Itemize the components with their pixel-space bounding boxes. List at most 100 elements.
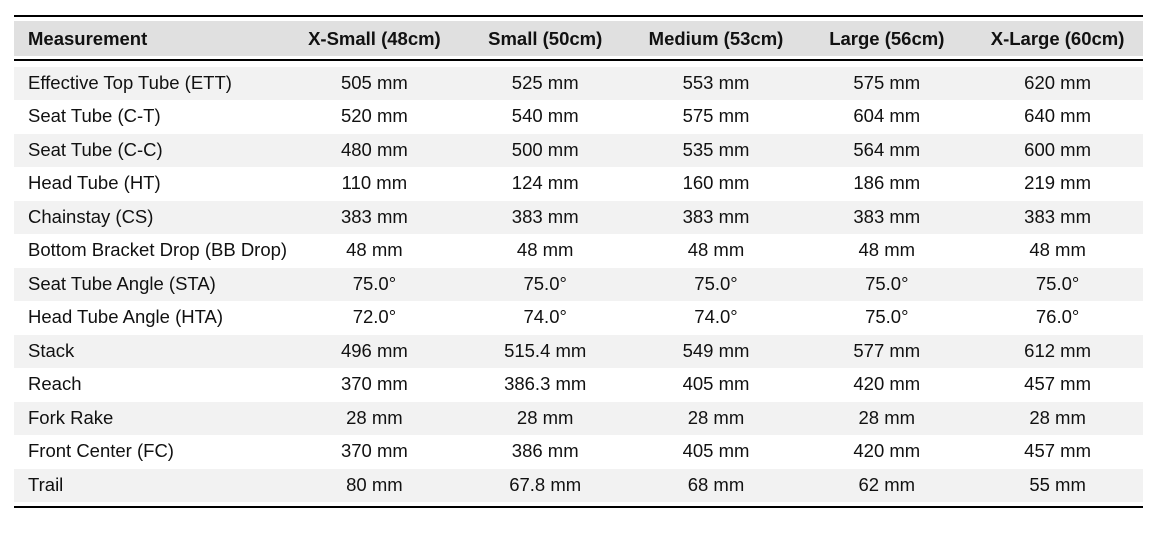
table-cell: 553 mm	[682, 71, 750, 93]
table-row: Seat Tube (C-C) 480 mm 500 mm 535 mm 564 mm 6…	[14, 133, 1143, 167]
measurement-label: Head Tube (HT)	[28, 172, 161, 193]
table-cell: 457 mm	[1024, 440, 1091, 461]
column-header: X-Small (48cm)	[308, 27, 441, 49]
table-cell: 74.0°	[523, 306, 567, 327]
table-header-row: Measurement X-Small (48cm) Small (50cm) Med…	[14, 21, 1143, 56]
table-cell: 28 mm	[858, 406, 916, 428]
table-cell: 80 mm	[346, 473, 403, 495]
table-cell: 48 mm	[687, 239, 745, 260]
table-cell: 74.0°	[694, 306, 738, 327]
table-row: Bottom Bracket Drop (BB Drop) 48 mm 48 mm 4…	[14, 234, 1143, 268]
table-bottom-rule	[14, 506, 1143, 508]
table-row: Reach 370 mm 386.3 mm 405 mm 420 mm 457 mm	[14, 368, 1143, 402]
table-cell: 48 mm	[858, 239, 916, 260]
table-cell: 383 mm	[1024, 205, 1091, 227]
table-row: Stack 496 mm 515.4 mm 549 mm 577 mm 612 mm	[14, 334, 1143, 368]
table-cell: 383 mm	[511, 205, 579, 227]
table-cell: 577 mm	[853, 339, 921, 361]
table-row: Seat Tube (C-T) 520 mm 540 mm 575 mm 604 mm 6…	[14, 100, 1143, 134]
table-cell: 55 mm	[1029, 473, 1086, 495]
table-cell: 480 mm	[340, 138, 408, 160]
table-row: Fork Rake 28 mm 28 mm 28 mm 28 mm 28 mm	[14, 401, 1143, 435]
table-cell: 48 mm	[516, 239, 574, 260]
table-cell: 219 mm	[1024, 172, 1091, 193]
table-row: Effective Top Tube (ETT) 505 mm 525 mm 553 …	[14, 66, 1143, 100]
column-header: Large (56cm)	[829, 27, 945, 49]
table-cell: 612 mm	[1024, 339, 1091, 361]
table-body: Effective Top Tube (ETT) 505 mm 525 mm 553 …	[14, 66, 1143, 502]
table-row: Seat Tube Angle (STA) 75.0° 75.0° 75.0° 75.0…	[14, 267, 1143, 301]
table-cell: 500 mm	[511, 138, 579, 160]
table-cell: 383 mm	[340, 205, 408, 227]
table-cell: 75.0°	[694, 272, 738, 294]
table-cell: 535 mm	[682, 138, 750, 160]
table-cell: 525 mm	[511, 71, 579, 93]
table-cell: 386.3 mm	[504, 373, 587, 394]
table-cell: 386 mm	[511, 440, 579, 461]
table-top-rule	[14, 15, 1143, 17]
measurement-label: Chainstay (CS)	[28, 205, 154, 227]
table-row: Head Tube (HT) 110 mm 124 mm 160 mm 186 mm 21…	[14, 167, 1143, 201]
table-cell: 520 mm	[340, 105, 408, 126]
measurement-label: Effective Top Tube (ETT)	[28, 71, 232, 93]
table-cell: 28 mm	[687, 406, 745, 428]
table-cell: 420 mm	[853, 373, 921, 394]
measurement-label: Head Tube Angle (HTA)	[28, 306, 224, 327]
measurement-label: Trail	[28, 473, 64, 495]
measurement-label: Bottom Bracket Drop (BB Drop)	[28, 239, 288, 260]
measurement-label: Stack	[28, 339, 75, 361]
table-row: Head Tube Angle (HTA) 72.0° 74.0° 74.0° 75.0…	[14, 301, 1143, 335]
geometry-table: Measurement X-Small (48cm) Small (50cm) Med…	[14, 15, 1143, 508]
table-cell: 75.0°	[352, 272, 397, 294]
table-cell: 48 mm	[346, 239, 403, 260]
column-header: Medium (53cm)	[648, 27, 784, 49]
measurement-label: Fork Rake	[28, 406, 114, 428]
table-cell: 160 mm	[682, 172, 750, 193]
table-cell: 405 mm	[682, 373, 750, 394]
table-cell: 457 mm	[1024, 373, 1091, 394]
table-cell: 540 mm	[511, 105, 579, 126]
column-header: X-Large (60cm)	[990, 27, 1125, 49]
column-header: Small (50cm)	[488, 27, 603, 49]
table-cell: 370 mm	[340, 373, 408, 394]
table-cell: 600 mm	[1024, 138, 1091, 160]
measurement-label: Seat Tube (C-T)	[28, 105, 161, 126]
table-cell: 76.0°	[1035, 306, 1080, 327]
table-cell: 72.0°	[352, 306, 397, 327]
table-cell: 383 mm	[682, 205, 750, 227]
table-cell: 75.0°	[865, 306, 909, 327]
table-cell: 62 mm	[858, 473, 916, 495]
table-row: Chainstay (CS) 383 mm 383 mm 383 mm 383 mm 38…	[14, 200, 1143, 234]
table-cell: 370 mm	[340, 440, 408, 461]
measurement-label: Seat Tube Angle (STA)	[28, 272, 216, 294]
table-cell: 28 mm	[1029, 406, 1086, 428]
table-cell: 110 mm	[341, 172, 408, 193]
table-row: Trail 80 mm 67.8 mm 68 mm 62 mm 55 mm	[14, 468, 1143, 502]
table-cell: 420 mm	[853, 440, 921, 461]
table-cell: 75.0°	[1035, 272, 1080, 294]
table-cell: 564 mm	[853, 138, 921, 160]
table-row: Front Center (FC) 370 mm 386 mm 405 mm 420 m…	[14, 435, 1143, 469]
table-cell: 67.8 mm	[509, 473, 582, 495]
table-cell: 186 mm	[853, 172, 921, 193]
measurement-label: Front Center (FC)	[28, 440, 174, 461]
table-cell: 75.0°	[865, 272, 909, 294]
table-cell: 124 mm	[511, 172, 579, 193]
table-cell: 75.0°	[523, 272, 567, 294]
measurement-label: Seat Tube (C-C)	[28, 138, 163, 160]
table-cell: 505 mm	[340, 71, 408, 93]
table-cell: 604 mm	[853, 105, 921, 126]
table-cell: 575 mm	[853, 71, 921, 93]
table-cell: 383 mm	[853, 205, 921, 227]
table-cell: 48 mm	[1029, 239, 1086, 260]
table-cell: 405 mm	[682, 440, 750, 461]
table-cell: 496 mm	[340, 339, 408, 361]
measurement-label: Reach	[28, 373, 82, 394]
table-cell: 549 mm	[682, 339, 750, 361]
table-cell: 28 mm	[516, 406, 574, 428]
table-cell: 620 mm	[1024, 71, 1091, 93]
table-cell: 68 mm	[687, 473, 745, 495]
table-cell: 28 mm	[346, 406, 403, 428]
table-cell: 640 mm	[1024, 105, 1091, 126]
table-cell: 575 mm	[682, 105, 750, 126]
